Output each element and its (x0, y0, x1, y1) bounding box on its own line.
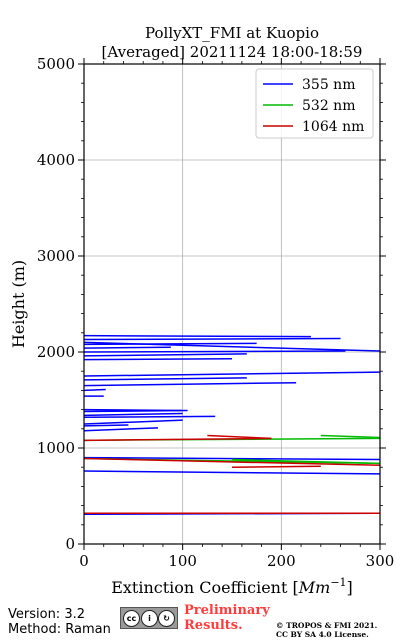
y-tick-label: 0 (65, 535, 75, 553)
y-tick-label: 1000 (37, 439, 75, 457)
x-tick-label: 300 (366, 552, 395, 570)
x-axis-label: Extinction Coefficient [Mm−1] (111, 576, 353, 597)
series-532-nm-segment (231, 458, 381, 465)
preliminary-results-text: Preliminary Results. (184, 603, 270, 633)
y-tick-label: 3000 (37, 247, 75, 265)
y-tick-label: 5000 (37, 55, 75, 73)
preliminary-line2: Results. (184, 618, 243, 633)
extinction-profile-chart: PollyXT_FMI at Kuopio [Averaged] 2021112… (9, 24, 395, 597)
series-355-nm-segment (83, 342, 257, 346)
legend-label: 1064 nm (302, 119, 364, 135)
series-355-nm-segment (83, 337, 341, 341)
legend-label: 532 nm (302, 98, 355, 114)
license-line2: CC BY SA 4.0 License. (276, 630, 369, 639)
series-355-nm-segment (83, 415, 216, 419)
preliminary-line1: Preliminary (184, 603, 270, 618)
axis-ticks (78, 58, 386, 550)
series-355-nm-segment (83, 341, 381, 352)
version-text: Version: 3.2 (8, 607, 85, 622)
legend-box (255, 68, 374, 139)
series-1064-nm-segment (83, 437, 272, 442)
cc-icon: cc (123, 610, 140, 627)
series-355-nm-segment (83, 350, 346, 353)
by-icon: i (141, 610, 158, 627)
series-355-nm-segment (83, 456, 381, 461)
license-line1: © TROPOS & FMI 2021. (276, 621, 378, 630)
series-355-nm-segment (83, 419, 183, 425)
chart-subtitle: [Averaged] 20211124 18:00-18:59 (102, 43, 363, 61)
plot-frame (83, 63, 381, 545)
legend: 355 nm 532 nm 1064 nm (255, 68, 374, 139)
y-axis-label: Height (m) (9, 260, 28, 348)
series-355-nm-segment (83, 371, 381, 377)
series-355-nm-segment (83, 424, 129, 427)
footer-info: Version: 3.2 Method: Raman (8, 607, 111, 637)
series-355-nm-segment (83, 412, 183, 417)
chart-title: PollyXT_FMI at Kuopio (145, 24, 319, 42)
legend-label: 355 nm (302, 77, 355, 93)
series-355-nm-segment (83, 346, 171, 349)
x-tick-label: 100 (168, 552, 197, 570)
y-tick-label: 2000 (37, 343, 75, 361)
series-355-nm-segment (83, 427, 159, 432)
cc-by-sa-logo: cc i ↻ (120, 607, 178, 629)
series-1064-nm-segment (207, 434, 272, 440)
sa-icon: ↻ (158, 610, 175, 627)
y-tick-label: 4000 (37, 151, 75, 169)
series-355-nm-segment (83, 470, 381, 475)
x-tick-label: 200 (267, 552, 296, 570)
series-355-nm-segment (83, 381, 297, 387)
license-text: © TROPOS & FMI 2021. CC BY SA 4.0 Licens… (276, 621, 377, 639)
x-tick-label: 0 (79, 552, 89, 570)
series-355-nm-segment (83, 357, 233, 361)
series-355-nm-segment (83, 334, 311, 338)
method-text: Method: Raman (8, 622, 111, 637)
series-355-nm-segment (83, 388, 106, 392)
series-355-nm-segment (83, 377, 247, 381)
series-532-nm-segment (320, 434, 381, 439)
series-355-nm-segment (83, 408, 183, 412)
series-1064-nm-segment (231, 465, 321, 468)
series-355-nm-segment (83, 353, 247, 357)
series-1064-nm-segment (83, 457, 381, 467)
data-curves (83, 334, 381, 515)
